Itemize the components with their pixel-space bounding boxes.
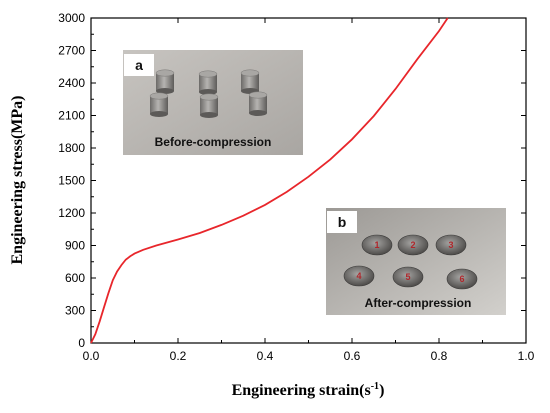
sample-cylinders xyxy=(149,69,268,118)
inset-photo-before: a Before-compression xyxy=(123,50,303,155)
inset-b-tag: b xyxy=(338,214,347,230)
inset-photo-after: b 1 2 3 4 5 6 After-compression xyxy=(326,208,506,315)
inset-a-tag: a xyxy=(135,57,143,73)
x-axis-title-end: ) xyxy=(379,382,384,399)
y-tick-label: 900 xyxy=(65,239,85,253)
inset-b-tag-box xyxy=(327,211,357,233)
x-tick-label: 0.8 xyxy=(431,349,448,363)
sample-cylinder xyxy=(199,93,219,118)
sample-disk: 4 xyxy=(343,265,375,287)
sample-cylinder xyxy=(149,92,169,117)
sample-number: 5 xyxy=(405,272,410,282)
y-axis-title: Engineering stress(MPa) xyxy=(9,95,26,264)
x-axis-title-superscript: -1 xyxy=(371,381,379,392)
x-tick-label: 0.4 xyxy=(257,349,274,363)
x-tick-label: 0.6 xyxy=(344,349,361,363)
sample-disk: 5 xyxy=(392,266,424,288)
sample-cylinder xyxy=(155,69,175,94)
y-tick-label: 300 xyxy=(65,304,85,318)
inset-a-tag-box xyxy=(124,54,154,76)
sample-disk: 6 xyxy=(446,268,478,290)
sample-cylinder xyxy=(248,91,268,116)
sample-disk: 3 xyxy=(435,234,467,256)
y-tick-label: 3000 xyxy=(58,11,85,25)
y-tick-label: 1500 xyxy=(58,174,85,188)
sample-disk: 2 xyxy=(397,234,429,256)
y-tick-label: 2400 xyxy=(58,76,85,90)
x-axis-title: Engineering strain(s-1) xyxy=(232,381,385,399)
series-line xyxy=(90,17,449,344)
y-tick-label: 2100 xyxy=(58,109,85,123)
x-tick-label: 0.0 xyxy=(83,349,100,363)
y-tick-label: 600 xyxy=(65,271,85,285)
x-tick-label: 0.2 xyxy=(170,349,187,363)
sample-cylinder xyxy=(198,70,218,95)
sample-disk: 1 xyxy=(361,234,393,256)
x-axis-title-main: Engineering strain(s xyxy=(232,382,371,399)
y-tick-label: 2700 xyxy=(58,44,85,58)
sample-number: 1 xyxy=(374,240,379,250)
y-axis-ticks: 0 300 600 900 1200 1500 1800 2100 2400 2700 3000 xyxy=(58,11,526,350)
sample-disks: 1 2 3 4 5 6 xyxy=(343,234,478,290)
inset-b-caption: After-compression xyxy=(365,296,472,310)
y-tick-label: 0 xyxy=(78,336,85,350)
sample-number: 6 xyxy=(459,274,464,284)
sample-number: 3 xyxy=(448,240,453,250)
inset-a-caption: Before-compression xyxy=(155,135,272,149)
sample-number: 4 xyxy=(356,271,361,281)
x-tick-label: 1.0 xyxy=(518,349,535,363)
sample-cylinder xyxy=(240,69,260,94)
y-tick-label: 1200 xyxy=(58,206,85,220)
sample-number: 2 xyxy=(410,240,415,250)
y-tick-label: 1800 xyxy=(58,141,85,155)
x-axis-ticks: 0.0 0.2 0.4 0.6 0.8 1.0 xyxy=(83,18,535,363)
